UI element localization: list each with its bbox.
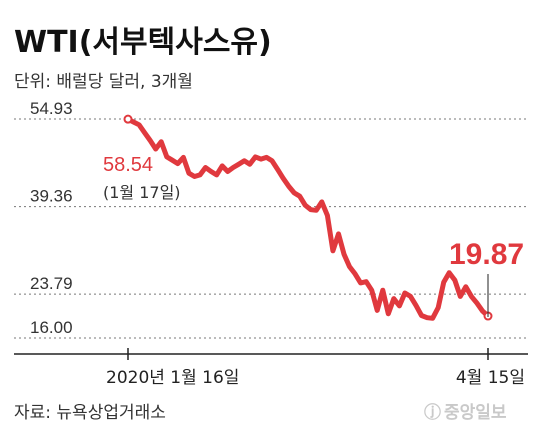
annotation-start-value: 58.54: [103, 154, 153, 176]
chart-title: WTI(서부텍사스유): [14, 25, 272, 60]
x-tick-label: 2020년 1월 16일: [106, 368, 239, 388]
series-line: [125, 116, 491, 321]
gridlines: [14, 118, 528, 339]
y-axis: 54.93 39.36 23.79 16.00: [30, 99, 73, 337]
logo: ⓙ 중앙일보: [424, 402, 507, 423]
chart-subtitle: 단위: 배럴당 달러, 3개월: [14, 72, 193, 92]
y-tick-label: 16.00: [30, 318, 73, 337]
y-tick-label: 23.79: [30, 274, 73, 293]
y-tick-label: 54.93: [30, 99, 73, 118]
logo-text: 중앙일보: [444, 403, 507, 423]
annotation-start-date: (1월 17일): [103, 183, 181, 202]
source-text: 자료: 뉴욕상업거래소: [14, 403, 166, 423]
y-tick-label: 39.36: [30, 187, 73, 206]
annotation-end-value: 19.87: [449, 238, 524, 271]
x-tick-label: 4월 15일: [456, 368, 525, 388]
logo-glyph: ⓙ: [424, 402, 441, 423]
x-axis: 2020년 1월 16일 4월 15일: [106, 348, 525, 388]
start-marker: [123, 114, 133, 124]
